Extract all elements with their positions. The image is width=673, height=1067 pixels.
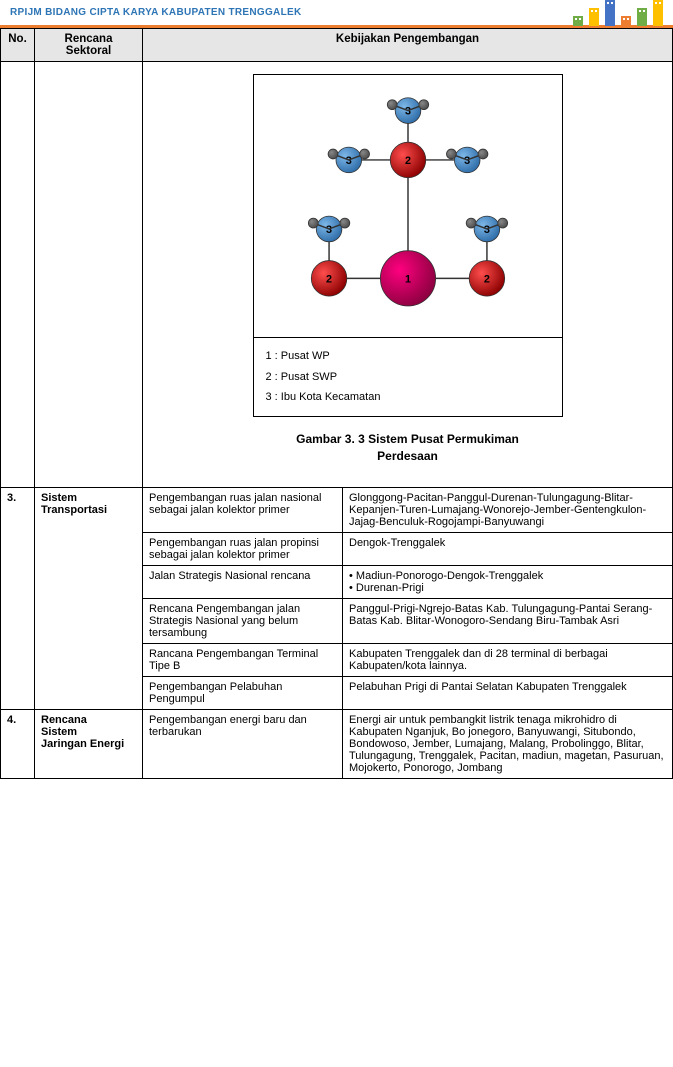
col-no-header: No. (1, 29, 35, 62)
cell-sektoral: SistemTransportasi (35, 487, 143, 709)
header-skyline-icon (571, 0, 665, 26)
header-title: RPIJM BIDANG CIPTA KARYA KABUPATEN TRENG… (10, 7, 301, 18)
policy-table: No. RencanaSektoral Kebijakan Pengembang… (0, 28, 673, 779)
svg-text:2: 2 (404, 155, 410, 167)
svg-text:3: 3 (326, 224, 332, 236)
legend-item: 1 : Pusat WP (266, 346, 550, 367)
list-item: Durenan-Prigi (349, 582, 666, 594)
settlement-diagram: 3 3 3 3 3 2 2 2 1 (260, 81, 556, 328)
cell-kebijakan-right: Pelabuhan Prigi di Pantai Selatan Kabupa… (343, 676, 673, 709)
svg-text:2: 2 (326, 273, 332, 285)
cell-kebijakan-left: Rencana Pengembangan jalan Strategis Nas… (143, 598, 343, 643)
svg-text:2: 2 (483, 273, 489, 285)
cell-kebijakan-right: Kabupaten Trenggalek dan di 28 terminal … (343, 643, 673, 676)
col-sektoral-header: RencanaSektoral (35, 29, 143, 62)
cell-kebijakan-right: Glonggong-Pacitan-Panggul-Durenan-Tulung… (343, 487, 673, 532)
table-header-row: No. RencanaSektoral Kebijakan Pengembang… (1, 29, 673, 62)
page-header: RPIJM BIDANG CIPTA KARYA KABUPATEN TRENG… (0, 0, 673, 28)
svg-text:3: 3 (483, 224, 489, 236)
cell-kebijakan-right: Madiun-Ponorogo-Dengok-TrenggalekDurenan… (343, 565, 673, 598)
svg-text:3: 3 (404, 106, 410, 118)
cell-sektoral-empty (35, 62, 143, 488)
cell-kebijakan-left: Pengembangan ruas jalan nasional sebagai… (143, 487, 343, 532)
legend-item: 3 : Ibu Kota Kecamatan (266, 387, 550, 408)
legend-item: 2 : Pusat SWP (266, 367, 550, 388)
cell-kebijakan-left: Rancana Pengembangan Terminal Tipe B (143, 643, 343, 676)
cell-no: 3. (1, 487, 35, 709)
svg-text:1: 1 (404, 273, 410, 285)
svg-text:3: 3 (464, 155, 470, 167)
table-row: 3 3 3 3 3 2 2 2 1 1 : Pusat WP 2 : Pusat SWP 3 :… (1, 62, 673, 488)
cell-kebijakan-left: Pengembangan energi baru dan terbarukan (143, 709, 343, 778)
diagram-frame: 3 3 3 3 3 2 2 2 1 (253, 74, 563, 338)
col-kebijakan-header: Kebijakan Pengembangan (143, 29, 673, 62)
svg-text:3: 3 (345, 155, 351, 167)
list-item: Madiun-Ponorogo-Dengok-Trenggalek (349, 570, 666, 582)
cell-no-empty (1, 62, 35, 488)
cell-kebijakan-left: Pengembangan Pelabuhan Pengumpul (143, 676, 343, 709)
cell-kebijakan-left: Pengembangan ruas jalan propinsi sebagai… (143, 532, 343, 565)
diagram-cell: 3 3 3 3 3 2 2 2 1 1 : Pusat WP 2 : Pusat SWP 3 :… (143, 62, 673, 488)
diagram-caption: Gambar 3. 3 Sistem Pusat Permukiman Perd… (149, 431, 666, 465)
cell-no: 4. (1, 709, 35, 778)
cell-kebijakan-left: Jalan Strategis Nasional rencana (143, 565, 343, 598)
diagram-container: 3 3 3 3 3 2 2 2 1 1 : Pusat WP 2 : Pusat SWP 3 :… (253, 74, 563, 417)
cell-kebijakan-right: Energi air untuk pembangkit listrik tena… (343, 709, 673, 778)
diagram-legend: 1 : Pusat WP 2 : Pusat SWP 3 : Ibu Kota … (253, 338, 563, 418)
table-row: 4.RencanaSistemJaringan EnergiPengembang… (1, 709, 673, 778)
table-row: 3.SistemTransportasiPengembangan ruas ja… (1, 487, 673, 532)
cell-kebijakan-right: Dengok-Trenggalek (343, 532, 673, 565)
cell-sektoral: RencanaSistemJaringan Energi (35, 709, 143, 778)
cell-kebijakan-right: Panggul-Prigi-Ngrejo-Batas Kab. Tulungag… (343, 598, 673, 643)
